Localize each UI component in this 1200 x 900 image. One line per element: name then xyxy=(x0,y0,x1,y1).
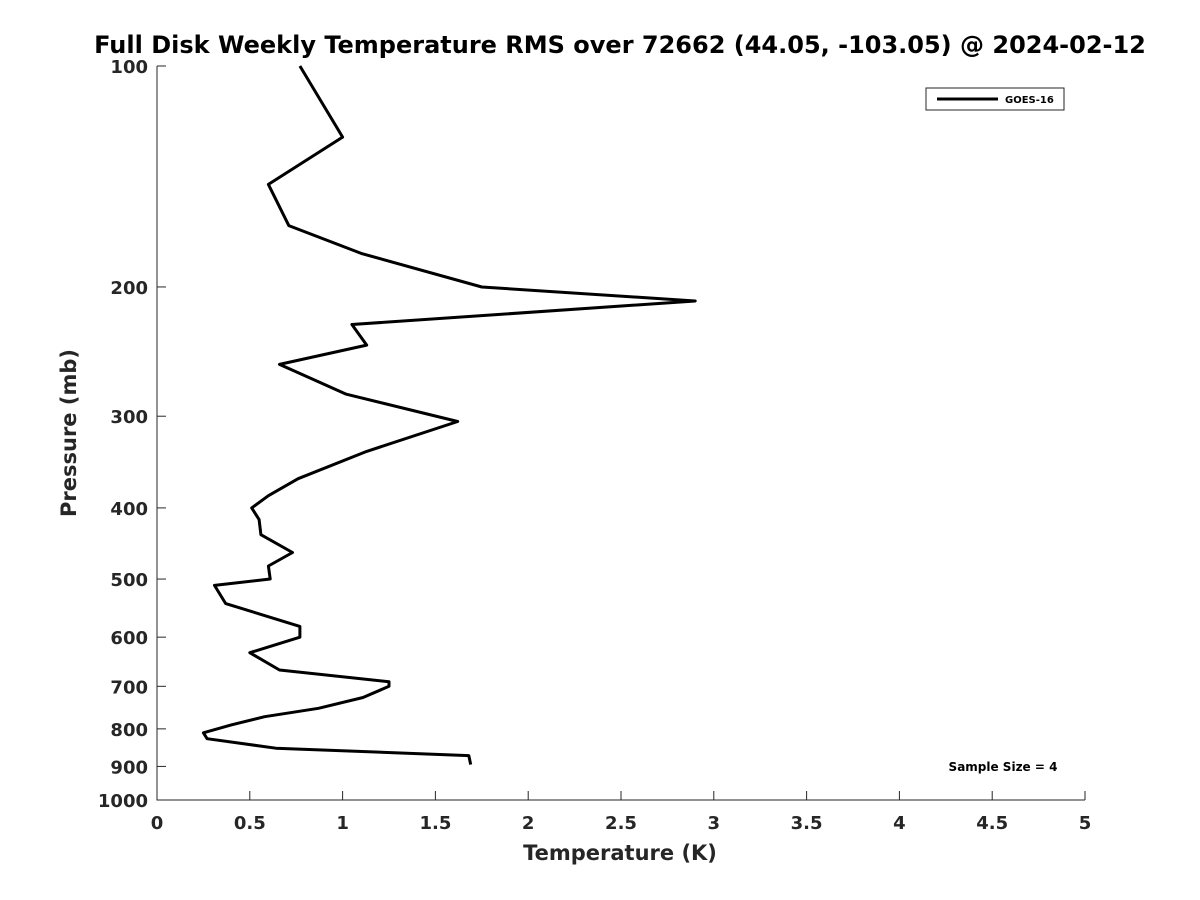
y-tick-label: 200 xyxy=(110,278,148,299)
x-tick-label: 1 xyxy=(336,813,349,834)
y-axis-label: Pressure (mb) xyxy=(57,349,81,517)
x-tick-label: 0.5 xyxy=(234,813,266,834)
axis-frame xyxy=(156,66,1085,801)
series-line-goes-16 xyxy=(201,65,697,765)
x-tick-label: 4.5 xyxy=(976,813,1008,834)
y-tick-label: 900 xyxy=(110,757,148,778)
x-tick-label: 2.5 xyxy=(605,813,637,834)
y-tick-label: 300 xyxy=(110,407,148,428)
legend: GOES-16 xyxy=(925,87,1065,111)
y-tick-label: 400 xyxy=(110,499,148,520)
y-tick-label: 1000 xyxy=(98,791,148,812)
y-tick-label: 100 xyxy=(110,57,148,78)
x-tick-label: 0 xyxy=(151,813,164,834)
sample-size-annotation: Sample Size = 4 xyxy=(949,760,1058,774)
chart-title: Full Disk Weekly Temperature RMS over 72… xyxy=(94,31,1146,59)
y-tick-label: 800 xyxy=(110,720,148,741)
y-tick-label: 500 xyxy=(110,570,148,591)
x-tick-label: 4 xyxy=(893,813,906,834)
x-tick-label: 1.5 xyxy=(419,813,451,834)
y-tick-label: 700 xyxy=(110,677,148,698)
x-tick-label: 3 xyxy=(708,813,721,834)
axes xyxy=(156,66,1085,801)
y-tick-label: 600 xyxy=(110,628,148,649)
legend-label-goes-16: GOES-16 xyxy=(1005,95,1054,106)
x-tick-label: 3.5 xyxy=(791,813,823,834)
x-tick-label: 2 xyxy=(522,813,535,834)
x-axis-ticks: 0 0.5 1 1.5 2 2.5 3 3.5 4 4.5 5 xyxy=(151,791,1092,834)
x-axis-label: Temperature (K) xyxy=(523,841,717,865)
y-axis-ticks: 100 200 300 400 500 600 700 800 900 1000 xyxy=(98,57,166,812)
x-tick-label: 5 xyxy=(1079,813,1092,834)
